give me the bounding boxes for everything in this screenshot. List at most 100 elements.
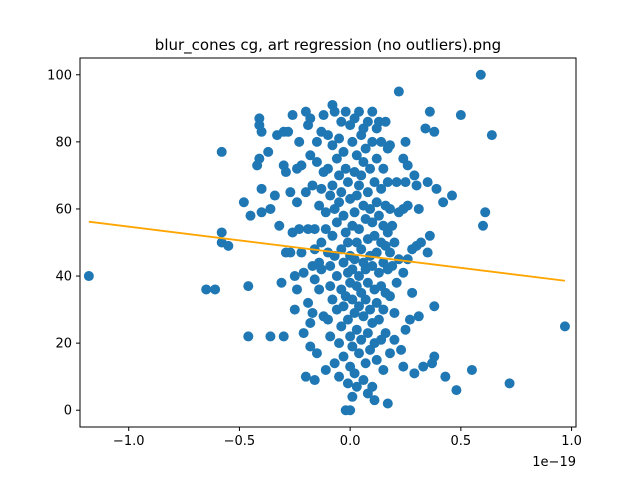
data-point: [243, 331, 254, 342]
data-point: [338, 146, 349, 157]
data-point: [329, 358, 340, 369]
data-point: [356, 170, 367, 181]
data-point: [327, 180, 338, 191]
data-point: [356, 334, 367, 345]
data-point: [83, 271, 94, 282]
data-point: [413, 311, 424, 322]
y-tick-label: 80: [55, 135, 72, 150]
data-point: [385, 291, 395, 302]
data-point: [438, 197, 449, 208]
data-point: [347, 136, 358, 147]
data-point: [309, 224, 320, 235]
data-point: [358, 311, 369, 322]
data-point: [311, 348, 322, 359]
data-point: [338, 210, 349, 221]
data-point: [340, 227, 351, 238]
data-point: [486, 130, 497, 141]
data-point: [413, 203, 424, 214]
data-point: [371, 247, 382, 258]
data-point: [256, 207, 267, 218]
data-point: [376, 183, 387, 194]
data-point: [329, 250, 340, 261]
data-point: [274, 220, 285, 231]
data-point: [380, 328, 391, 339]
data-point: [340, 106, 351, 117]
regression-line-layer: [88, 220, 566, 282]
data-point: [354, 301, 364, 312]
data-point: [411, 180, 422, 191]
data-point: [325, 281, 336, 292]
data-point: [349, 254, 360, 265]
data-point: [367, 381, 378, 392]
data-point: [331, 271, 342, 282]
data-point: [292, 197, 302, 208]
regression-line: [88, 220, 566, 282]
data-point: [296, 160, 307, 171]
data-point: [367, 136, 378, 147]
data-point: [269, 190, 280, 201]
data-point: [254, 153, 265, 164]
data-point: [385, 203, 395, 214]
data-point: [349, 207, 360, 218]
data-point: [245, 210, 256, 221]
data-point: [300, 187, 311, 198]
data-point: [385, 348, 395, 359]
x-tick-label: 0.0: [340, 434, 361, 449]
data-point: [475, 69, 486, 80]
data-point: [369, 230, 380, 241]
data-point: [311, 156, 322, 167]
data-point: [382, 398, 393, 409]
data-point: [429, 351, 440, 362]
data-point: [466, 364, 477, 375]
data-point: [298, 328, 309, 339]
data-point: [354, 180, 364, 191]
data-point: [305, 318, 316, 329]
data-point: [404, 314, 415, 325]
data-point: [309, 375, 320, 386]
data-point: [327, 230, 338, 241]
data-point: [216, 146, 227, 157]
data-point: [351, 190, 362, 201]
data-point: [362, 116, 373, 127]
data-point: [347, 391, 358, 402]
data-point: [320, 364, 331, 375]
data-point: [285, 187, 296, 198]
data-point: [292, 284, 302, 295]
data-point: [409, 368, 420, 379]
data-point: [351, 381, 362, 392]
data-point: [216, 227, 227, 238]
data-point: [354, 224, 364, 235]
y-tick-label: 0: [64, 404, 72, 419]
data-point: [342, 378, 353, 389]
data-point: [367, 260, 378, 271]
data-point: [373, 267, 384, 278]
data-point: [296, 247, 307, 258]
data-point: [340, 163, 351, 174]
data-point: [402, 254, 413, 265]
data-point: [391, 277, 402, 288]
data-point: [331, 153, 342, 164]
data-point: [402, 200, 413, 211]
data-point: [393, 86, 404, 97]
data-point: [318, 110, 329, 121]
data-point: [334, 371, 345, 382]
data-point: [371, 354, 382, 365]
x-tick-label: 0.5: [451, 434, 472, 449]
data-point: [265, 203, 276, 214]
data-point: [367, 106, 378, 117]
data-point: [238, 197, 249, 208]
data-point: [298, 267, 309, 278]
data-point: [314, 200, 325, 211]
data-point: [334, 197, 345, 208]
data-point: [354, 348, 364, 359]
data-point: [365, 304, 376, 315]
data-point: [289, 271, 300, 282]
data-point: [369, 177, 380, 188]
data-point: [323, 163, 333, 174]
data-point: [455, 110, 466, 121]
data-point: [365, 203, 376, 214]
data-point: [289, 304, 300, 315]
data-point: [418, 361, 429, 372]
data-point: [559, 321, 570, 332]
